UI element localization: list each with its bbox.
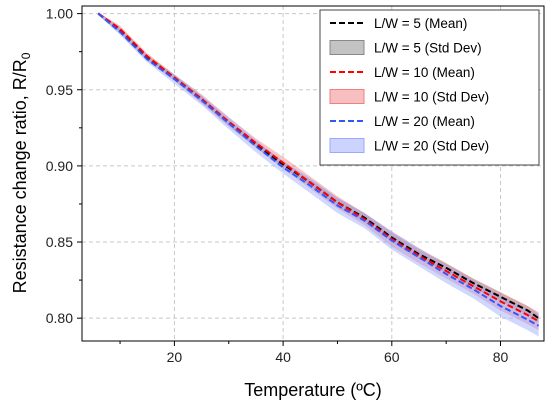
- y-tick-label: 0.90: [46, 158, 73, 174]
- mean-line-2: [97, 12, 540, 323]
- legend-band-swatch-1: [329, 40, 365, 55]
- legend-mean-label-2: L/W = 10 (Mean): [374, 65, 475, 80]
- x-tick-label: 40: [275, 349, 291, 365]
- grid: [82, 6, 544, 341]
- mean-lines: [97, 12, 540, 327]
- legend-band-label-3: L/W = 20 (Std Dev): [374, 139, 489, 154]
- legend-mean-label-3: L/W = 20 (Mean): [374, 114, 475, 129]
- x-axis-label: Temperature (ºC): [244, 380, 382, 400]
- legend: L/W = 5 (Mean) L/W = 5 (Std Dev) L/W = 10 …: [319, 9, 540, 166]
- ticks: 20 40 60 80 0.80 0.85 0.90 0.95 1.00: [46, 6, 509, 365]
- legend-band-swatch-2: [329, 89, 365, 104]
- x-tick-label: 20: [167, 349, 183, 365]
- y-tick-label: 0.85: [46, 234, 73, 250]
- y-tick-label: 0.80: [46, 310, 73, 326]
- y-axis-label-subscript: 0: [19, 52, 33, 59]
- y-tick-label: 0.95: [46, 82, 73, 98]
- y-axis-label: Resistance change ratio, R/R0: [10, 52, 33, 293]
- x-tick-label: 80: [493, 349, 509, 365]
- x-tick-label: 60: [384, 349, 400, 365]
- legend-mean-label-1: L/W = 5 (Mean): [374, 16, 467, 31]
- legend-band-label-1: L/W = 5 (Std Dev): [374, 41, 482, 56]
- std-band-3: [98, 12, 539, 337]
- std-band-1: [98, 12, 539, 323]
- legend-band-swatch-3: [329, 138, 365, 153]
- y-tick-label: 1.00: [46, 6, 73, 22]
- plot-frame: [81, 5, 545, 342]
- y-axis-label-main: Resistance change ratio, R/R: [10, 59, 30, 293]
- legend-band-label-2: L/W = 10 (Std Dev): [374, 90, 489, 105]
- mean-line-3: [97, 12, 540, 327]
